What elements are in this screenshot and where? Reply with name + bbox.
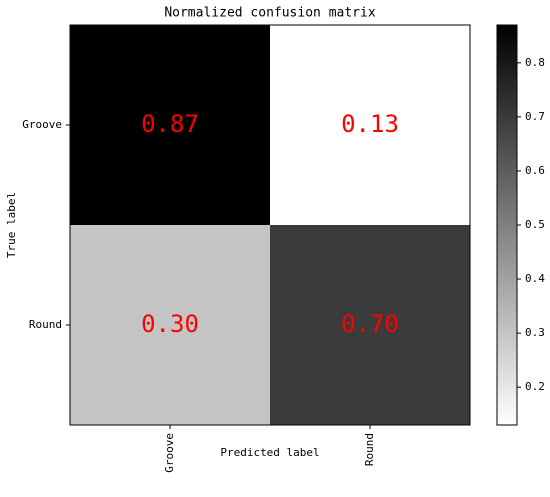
y-tick-label: Round <box>29 318 62 331</box>
value-label: 0.70 <box>341 310 399 338</box>
colorbar-tick-label: 0.8 <box>525 56 545 69</box>
colorbar-tick-label: 0.4 <box>525 272 545 285</box>
cell <box>270 225 470 425</box>
x-tick-label: Round <box>363 433 376 466</box>
colorbar-tick-label: 0.5 <box>525 218 545 231</box>
colorbar-tick-label: 0.7 <box>525 110 545 123</box>
value-label: 0.87 <box>141 110 199 138</box>
x-axis-label: Predicted label <box>220 446 319 459</box>
chart-title: Normalized confusion matrix <box>164 6 375 21</box>
colorbar-tick-label: 0.6 <box>525 164 545 177</box>
value-label: 0.30 <box>141 310 199 338</box>
cell <box>70 25 270 225</box>
frame <box>69 24 471 426</box>
y-tick-label: Groove <box>22 118 62 131</box>
x-tick-label: Groove <box>163 433 176 473</box>
value-label: 0.13 <box>341 110 399 138</box>
cell <box>270 25 470 225</box>
colorbar <box>496 24 518 426</box>
y-axis-label: True label <box>5 192 18 258</box>
colorbar-tick-label: 0.3 <box>525 326 545 339</box>
cell <box>70 225 270 425</box>
colorbar-tick-label: 0.2 <box>525 380 545 393</box>
